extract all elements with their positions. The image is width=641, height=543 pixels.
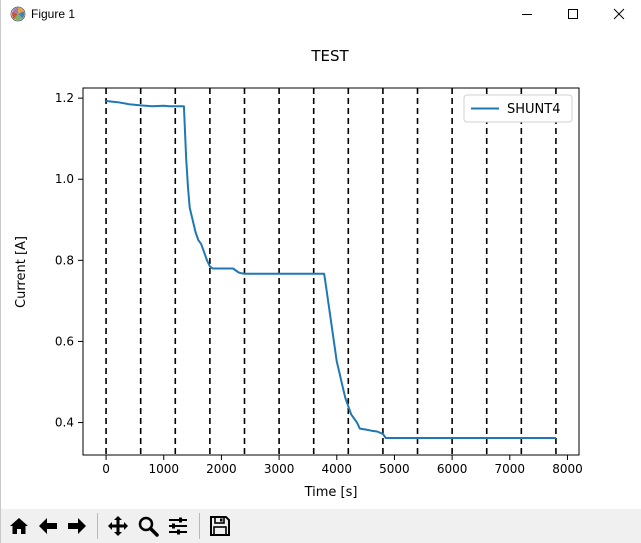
maximize-icon [568, 9, 578, 19]
toolbar-separator [97, 513, 98, 539]
y-tick-label: 0.6 [55, 334, 74, 348]
zoom-button[interactable] [135, 513, 161, 539]
y-axis-label: Current [A] [14, 236, 29, 308]
x-tick-label: 1000 [148, 462, 179, 476]
close-button[interactable] [596, 0, 641, 28]
maximize-button[interactable] [550, 0, 596, 28]
line-chart[interactable]: TEST 0 1000 2000 3000 4000 5000 6000 7000 8000 0… [1, 28, 641, 509]
back-button[interactable] [35, 513, 61, 539]
legend-box [463, 94, 573, 123]
minimize-icon [522, 14, 532, 15]
y-tick-label: 0.8 [55, 253, 74, 267]
legend: SHUNT4 [463, 94, 573, 123]
save-button[interactable] [207, 513, 233, 539]
x-tick-label: 3000 [264, 462, 295, 476]
y-tick-label: 0.4 [55, 416, 74, 430]
series-layer [105, 100, 556, 439]
window-title: Figure 1 [31, 7, 76, 21]
x-axis-ticks: 0 1000 2000 3000 4000 5000 6000 7000 8000 [102, 455, 583, 476]
navigation-toolbar [1, 509, 641, 543]
pan-button[interactable] [105, 513, 131, 539]
move-icon [108, 516, 128, 536]
title-bar[interactable]: Figure 1 [1, 0, 641, 28]
x-tick-label: 6000 [437, 462, 468, 476]
minimize-button[interactable] [504, 0, 550, 28]
x-tick-label: 5000 [379, 462, 410, 476]
magnifier-icon [138, 516, 159, 537]
toolbar-separator [199, 513, 200, 539]
arrow-left-icon [39, 518, 57, 534]
close-icon [613, 8, 625, 20]
arrow-right-icon [68, 518, 86, 534]
x-tick-label: 7000 [495, 462, 526, 476]
x-tick-label: 0 [102, 462, 110, 476]
y-tick-label: 1.0 [55, 172, 74, 186]
y-tick-label: 1.2 [55, 91, 74, 105]
y-axis-ticks: 0.4 0.6 0.8 1.0 1.2 [55, 91, 83, 430]
figure-canvas[interactable]: TEST 0 1000 2000 3000 4000 5000 6000 7000 8000 0… [1, 28, 641, 509]
series-line-shunt4 [105, 100, 556, 439]
matplotlib-logo-icon [10, 6, 26, 22]
sliders-icon [169, 517, 187, 535]
vertical-markers [105, 88, 557, 455]
home-button[interactable] [6, 513, 32, 539]
chart-title: TEST [310, 47, 349, 65]
x-axis-label: Time [s] [304, 485, 358, 500]
home-icon [10, 518, 28, 534]
x-tick-label: 4000 [321, 462, 352, 476]
configure-subplots-button[interactable] [165, 513, 191, 539]
floppy-disk-icon [210, 516, 230, 536]
forward-button[interactable] [64, 513, 90, 539]
x-tick-label: 8000 [552, 462, 583, 476]
legend-label-shunt4: SHUNT4 [507, 102, 560, 117]
axes-frame [82, 87, 580, 456]
x-tick-label: 2000 [206, 462, 237, 476]
